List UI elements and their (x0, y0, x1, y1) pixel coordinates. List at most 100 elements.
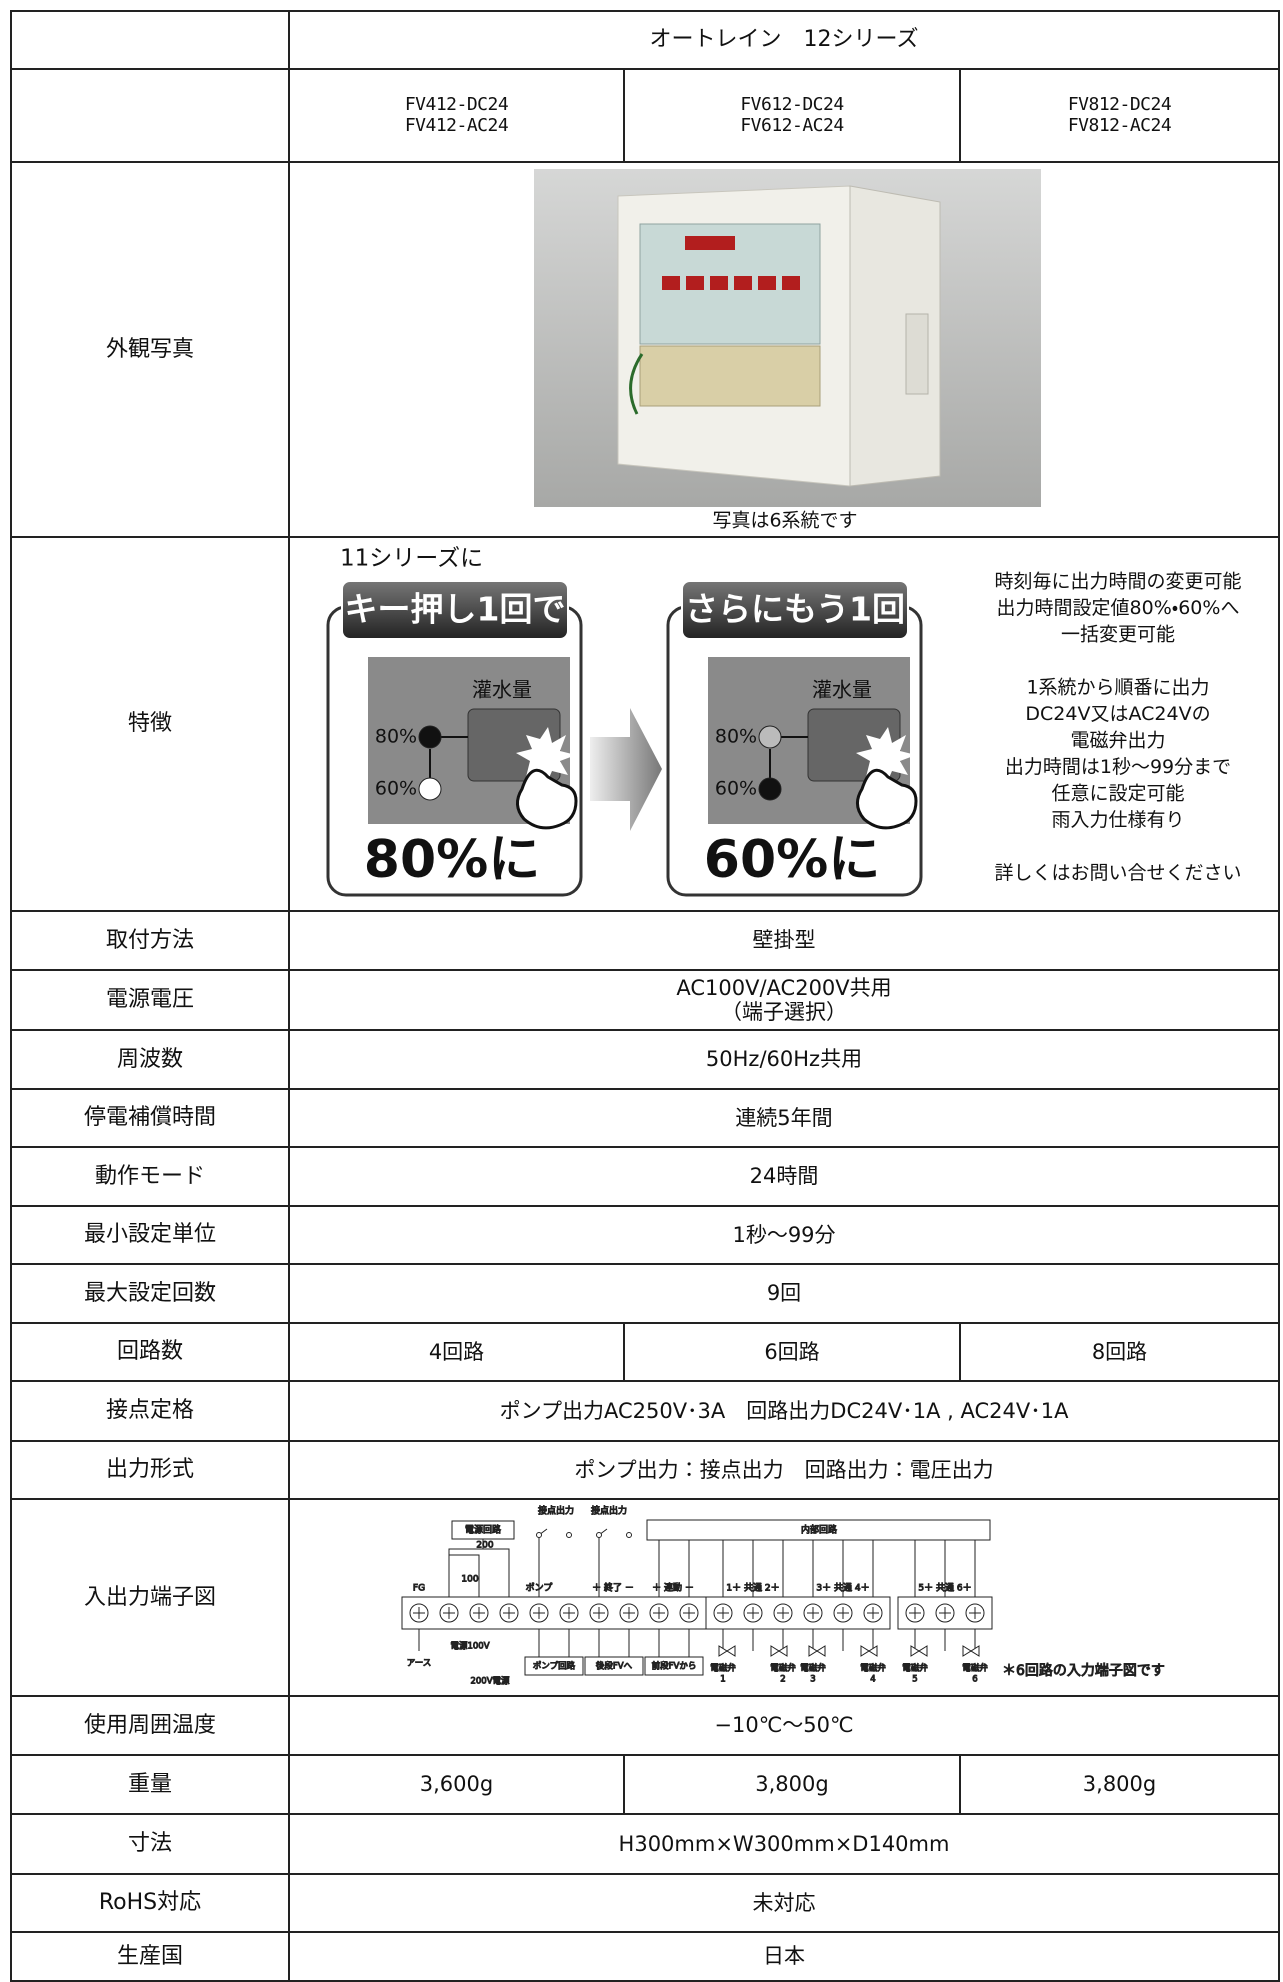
wire (538, 1629, 570, 1658)
value-line: AC100V/AC200V共用 (676, 975, 892, 1000)
features-row: 特徴 11シリーズに キー押し1回で 灌水量 80% 60% 80%に さらにも… (10, 536, 1281, 912)
row-label: 動作モード (10, 1146, 290, 1207)
row-label: 周波数 (10, 1029, 290, 1090)
spec-row: 接点定格 ポンプ出力AC250V･3A 回路出力DC24V･1A , AC24V･… (10, 1380, 1281, 1442)
result: 60%に (704, 830, 880, 890)
row-label: 最大設定回数 (10, 1263, 290, 1324)
level-label: 80% (715, 726, 757, 748)
result: 80%に (364, 830, 540, 890)
spec-row: 寸法 H300mm×W300mm×D140mm (10, 1813, 1281, 1875)
row-label: 接点定格 (10, 1380, 290, 1442)
diagram-label: 前段FVから (652, 1661, 697, 1672)
terminal-label: ＋ 連動 － (652, 1582, 694, 1594)
box (646, 1519, 991, 1541)
wire (448, 1554, 480, 1597)
terminal-label: ＋ 終了 － (592, 1582, 634, 1594)
contact (566, 1532, 572, 1538)
arrow (590, 708, 662, 831)
spec-row: 重量 3,600g 3,800g 3,800g (10, 1754, 1281, 1815)
burst (516, 727, 576, 785)
panel: キー押し1回で 灌水量 80% 60% 80%に (326, 580, 583, 897)
feature-note: 出力時間は1秒～99分まで (1005, 756, 1231, 778)
banner (341, 580, 569, 640)
box (584, 1656, 644, 1676)
model-name: FV612-DC24 (740, 93, 844, 115)
level-label: 60% (375, 778, 417, 800)
value-cell: −10℃～50℃ (287, 1695, 1281, 1756)
features-cell: 11シリーズに キー押し1回で 灌水量 80% 60% 80%に さらにもう1回… (287, 536, 1281, 912)
diagram-label: ポンプ回路 (533, 1661, 576, 1672)
value-line: （端子選択） (721, 1000, 847, 1024)
spec-row: 出力形式 ポンプ出力：接点出力 回路出力：電圧出力 (10, 1440, 1281, 1500)
terminal-label: 200 (476, 1541, 493, 1551)
level-label: 80% (375, 726, 417, 748)
display (662, 276, 680, 290)
value-cell: 3,600g (288, 1754, 625, 1815)
value-cell: H300mm×W300mm×D140mm (287, 1813, 1281, 1875)
display (758, 276, 776, 290)
display (782, 276, 800, 290)
door (849, 185, 941, 487)
row-label: 重量 (10, 1754, 290, 1815)
photo-cell: 写真は6系統です (287, 161, 1281, 538)
indicator (758, 725, 782, 749)
series-title: オートレイン 12シリーズ (287, 10, 1281, 70)
row-label: 取付方法 (10, 910, 290, 971)
terminal-label: 100 (461, 1575, 478, 1585)
valve-label: 電磁弁 (860, 1663, 886, 1674)
display (685, 236, 735, 250)
valve-number: 5 (912, 1675, 917, 1685)
value-cell: 4回路 (288, 1322, 625, 1382)
table-body: オートレイン 12シリーズ FV412-DC24 FV412-AC24 FV612-D… (10, 10, 1281, 1982)
burst (856, 727, 916, 785)
box (644, 1656, 704, 1676)
model-name: FV412-AC24 (404, 114, 509, 136)
value-cell: 24時間 (287, 1146, 1281, 1207)
value-cell: 9回 (287, 1263, 1281, 1324)
value-cell: 3,800g (958, 1754, 1281, 1815)
row-label: 寸法 (10, 1813, 290, 1875)
value-cell: ポンプ出力AC250V･3A 回路出力DC24V･1A , AC24V･1A (287, 1380, 1281, 1442)
valve-label: 電磁弁 (962, 1663, 988, 1674)
row-label: 電源電圧 (10, 969, 290, 1031)
value-cell: 日本 (287, 1931, 1281, 1982)
row-label: 回路数 (10, 1322, 290, 1382)
valve (808, 1645, 826, 1657)
blank-cell (10, 68, 290, 163)
banner-text: キー押し1回で (345, 590, 566, 629)
model-name: FV812-AC24 (1067, 114, 1172, 136)
box (524, 1656, 584, 1676)
wire (448, 1548, 510, 1597)
spec-row: 電源電圧 AC100V/AC200V共用 （端子選択） (10, 969, 1281, 1031)
header-row: オートレイン 12シリーズ (10, 10, 1281, 70)
spec-row: 停電補償時間 連続5年間 (10, 1088, 1281, 1148)
value-cell: 未対応 (287, 1873, 1281, 1933)
row-label: 外観写真 (10, 161, 290, 538)
terminal-label: FG (413, 1584, 425, 1594)
spec-sheet: オートレイン 12シリーズ FV412-DC24 FV412-AC24 FV612-D… (10, 10, 1281, 1982)
wire (658, 1629, 690, 1658)
valve (910, 1645, 928, 1657)
value-cell: 8回路 (958, 1322, 1281, 1382)
feature-note: DC24V又はAC24Vの (1025, 703, 1210, 725)
value-cell: 3,800g (623, 1754, 961, 1815)
model-cell: FV612-DC24 FV612-AC24 (623, 68, 961, 163)
terminal-strip (639, 345, 821, 407)
hand (516, 768, 578, 830)
diagram-note: ＊6回路の入力端子図です (1002, 1663, 1165, 1679)
model-cell: FV812-DC24 FV812-AC24 (958, 68, 1281, 163)
spec-table: オートレイン 12シリーズ FV412-DC24 FV412-AC24 FV612-D… (10, 10, 1281, 1982)
contact (626, 1532, 632, 1538)
diagram-label: 200V電源 (470, 1677, 510, 1687)
spec-row: 周波数 50Hz/60Hz共用 (10, 1029, 1281, 1090)
value-cell: ポンプ出力：接点出力 回路出力：電圧出力 (287, 1440, 1281, 1500)
button-label: 灌水量 (472, 678, 532, 702)
value-cell: 1秒～99分 (287, 1205, 1281, 1265)
photo-row: 外観写真 写真は6系統です (10, 161, 1281, 538)
terminal-label: ポンプ (526, 1583, 553, 1594)
valve (718, 1645, 736, 1657)
feature-note: 一括変更可能 (1061, 624, 1175, 646)
diagram-label: 電源100V (450, 1642, 489, 1652)
